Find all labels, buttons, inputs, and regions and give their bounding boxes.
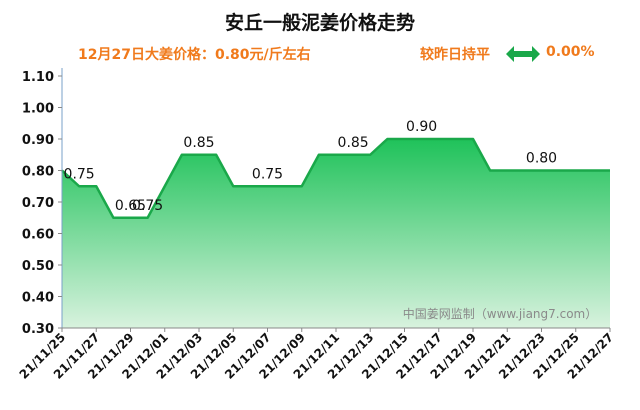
double-arrow-icon [506, 46, 540, 62]
y-tick-label: 0.70 [22, 196, 54, 211]
y-tick-label: 0.30 [22, 322, 54, 337]
watermark-text: 中国姜网监制（www.jiang7.com） [403, 306, 597, 321]
price-subtitle: 12月27日大姜价格：0.80元/斤左右 [78, 47, 311, 63]
data-label: 0.75 [252, 166, 283, 182]
y-tick-label: 1.00 [22, 102, 54, 117]
data-label: 0.65 [115, 198, 146, 214]
y-tick-label: 0.80 [22, 165, 54, 180]
data-label: 0.75 [64, 166, 95, 182]
y-tick-label: 0.40 [22, 291, 54, 306]
y-tick-label: 0.50 [22, 259, 54, 274]
y-tick-label: 1.10 [22, 70, 54, 85]
chart-title: 安丘一般泥姜价格走势 [224, 12, 415, 34]
data-label: 0.80 [526, 151, 557, 167]
data-label: 0.90 [406, 119, 437, 135]
data-label: 0.85 [183, 135, 214, 151]
price-series-line [61, 137, 610, 219]
y-tick-label: 0.90 [22, 133, 54, 148]
change-percent: 0.00% [546, 44, 595, 60]
data-label: 0.75 [132, 198, 163, 214]
compare-text: 较昨日持平 [420, 47, 490, 63]
price-area-fill [62, 139, 610, 328]
y-tick-label: 0.60 [22, 228, 54, 243]
data-label: 0.85 [338, 135, 369, 151]
